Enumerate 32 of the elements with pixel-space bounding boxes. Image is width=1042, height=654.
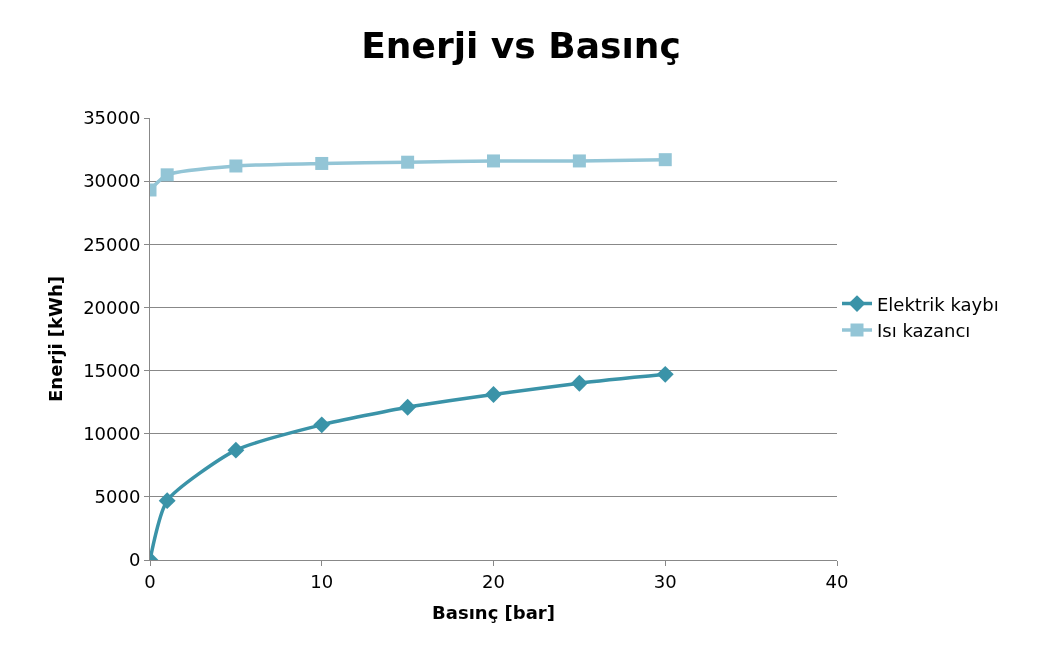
x-axis-title: Basınç [bar]	[432, 601, 555, 623]
point	[399, 398, 417, 416]
y-tick-label: 30000	[83, 170, 141, 192]
legend-label: Elektrik kaybı	[877, 293, 999, 315]
y-tick-label: 15000	[83, 359, 141, 381]
point	[570, 374, 588, 392]
point	[160, 168, 174, 182]
x-tick-label: 0	[144, 570, 156, 592]
point	[315, 156, 329, 170]
point	[572, 154, 586, 168]
y-axis-title: Enerji [kWh]	[45, 276, 67, 402]
point	[487, 154, 500, 168]
y-tick-label: 20000	[83, 296, 141, 318]
x-tick-label: 10	[310, 570, 334, 592]
legend-label: Isı kazancı	[877, 320, 971, 342]
point	[313, 416, 331, 434]
y-tick-label: 35000	[83, 107, 141, 129]
x-tick-label: 20	[482, 570, 505, 592]
point	[227, 441, 245, 459]
x-tick-label: 30	[653, 570, 677, 592]
point	[656, 365, 674, 383]
y-tick-label: 25000	[83, 233, 141, 255]
point	[229, 159, 243, 173]
y-tick-label: 5000	[94, 486, 141, 508]
point	[658, 153, 672, 167]
y-tick-label: 0	[128, 549, 141, 571]
point	[401, 155, 415, 169]
point	[485, 386, 502, 404]
point	[158, 492, 176, 510]
chart-title: Enerji vs Basınç	[361, 25, 681, 67]
y-tick-label: 10000	[83, 423, 141, 445]
x-tick-label: 40	[825, 570, 849, 592]
